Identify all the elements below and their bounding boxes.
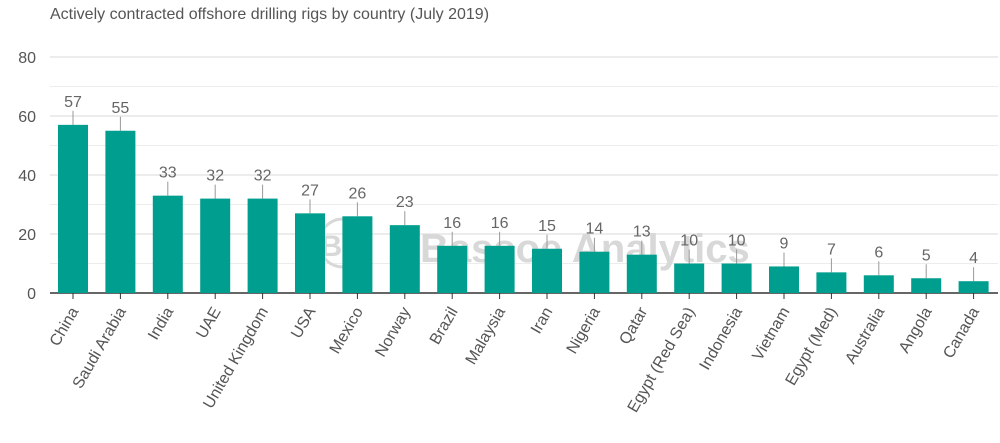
x-tick-label: Iran (528, 305, 557, 337)
bar[interactable] (863, 275, 894, 293)
bar[interactable] (342, 216, 373, 293)
bar[interactable] (247, 198, 278, 293)
data-label: 27 (301, 182, 319, 199)
bar[interactable] (769, 266, 799, 293)
data-label: 10 (728, 233, 746, 250)
bar[interactable] (674, 263, 705, 294)
data-label: 32 (206, 168, 224, 185)
data-label: 13 (633, 224, 651, 241)
chart-title: Actively contracted offshore drilling ri… (50, 6, 490, 23)
x-tick-label: Australia (842, 304, 888, 366)
data-label: 57 (64, 94, 82, 111)
bar[interactable] (626, 254, 657, 293)
x-tick-label: UAE (193, 305, 224, 342)
data-labels: 57 55 33 32 32 27 26 23 16 16 15 14 13 10 10 9 7 6 5 4 (64, 94, 978, 282)
y-tick-label: 0 (27, 286, 36, 303)
data-label: 15 (538, 218, 556, 235)
bar[interactable] (58, 124, 88, 293)
bar[interactable] (816, 272, 847, 293)
data-label: 10 (680, 233, 698, 250)
x-tick-label: Egypt (Med) (783, 305, 841, 389)
x-tick-label: Brazil (427, 305, 462, 348)
bar[interactable] (579, 251, 610, 293)
data-label: 26 (349, 185, 367, 202)
x-tick-label: Norway (372, 305, 414, 360)
data-label: 6 (874, 244, 883, 261)
x-tick-label: China (47, 304, 83, 349)
x-tick-label: India (145, 304, 177, 343)
bar[interactable] (105, 130, 136, 293)
x-tick-label: Angola (896, 304, 936, 356)
bar[interactable] (532, 248, 562, 293)
data-label: 33 (159, 165, 177, 182)
bar[interactable] (200, 198, 231, 293)
data-label: 16 (491, 215, 509, 232)
data-label: 23 (396, 194, 414, 211)
data-label: 4 (969, 250, 978, 267)
data-label: 5 (922, 247, 931, 264)
data-label: 7 (827, 241, 836, 258)
data-label: 16 (443, 215, 461, 232)
data-label: 55 (112, 100, 130, 117)
data-label: 14 (586, 221, 604, 238)
bars (58, 124, 989, 294)
y-axis: 0 20 40 60 80 (18, 50, 36, 303)
bar[interactable] (295, 213, 325, 293)
bar[interactable] (958, 281, 989, 293)
x-tick-label: Vietnam (750, 305, 794, 364)
bar[interactable] (152, 195, 183, 293)
bar[interactable] (437, 245, 468, 293)
data-label: 9 (780, 235, 789, 252)
x-tick-label: USA (288, 304, 319, 341)
y-tick-label: 40 (18, 168, 36, 185)
data-label: 32 (254, 168, 272, 185)
bar[interactable] (721, 263, 752, 294)
x-tick-label: Canada (940, 304, 983, 361)
x-tick-label: Indonesia (697, 304, 746, 373)
y-tick-label: 60 (18, 109, 36, 126)
y-tick-label: 20 (18, 227, 36, 244)
bar[interactable] (911, 278, 942, 293)
bar[interactable] (484, 245, 515, 293)
x-tick-label: Nigeria (564, 304, 604, 356)
x-tick-label: Qatar (617, 304, 652, 348)
bar[interactable] (389, 225, 420, 293)
x-tick-label: Malaysia (463, 304, 509, 367)
y-tick-label: 80 (18, 50, 36, 67)
x-tick-label: Mexico (327, 304, 367, 356)
